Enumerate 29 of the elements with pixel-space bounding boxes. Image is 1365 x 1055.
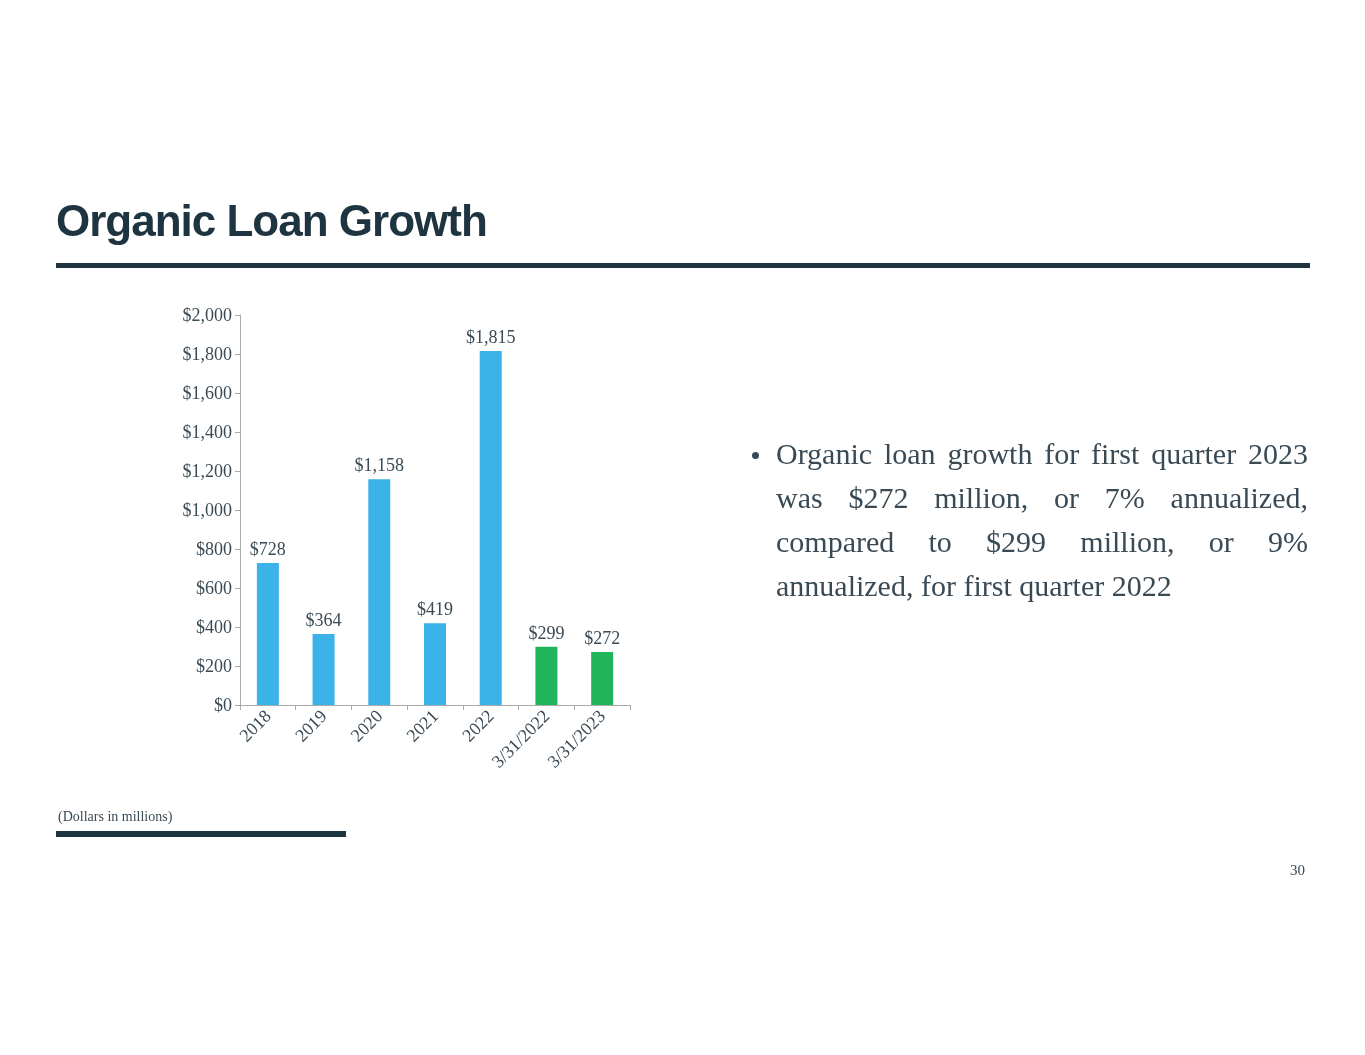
chart-title: Organic Loan Growth	[56, 196, 487, 246]
bar	[312, 634, 335, 705]
bar	[591, 651, 614, 705]
y-tick-label: $1,200	[182, 461, 232, 481]
data-label: $419	[417, 599, 453, 620]
data-label: $1,815	[465, 327, 516, 348]
bar	[368, 479, 391, 705]
y-tick-label: $200	[196, 656, 232, 676]
y-tick-label: $0	[214, 695, 232, 715]
bar	[535, 646, 558, 705]
y-tick-label: $2,000	[182, 305, 232, 325]
y-tick-label: $1,600	[182, 383, 232, 403]
text: Organic loan growth for first quarter 2023 was $272 million, or 7% annualized, compared to $299 million, or 9% annualized, for first quarter 2022	[776, 436, 1308, 604]
data-label: $1,158	[354, 455, 405, 476]
text: 30	[1290, 862, 1305, 879]
data-label: $272	[584, 627, 621, 648]
bar	[479, 351, 502, 705]
data-label: $728	[249, 539, 286, 560]
y-tick-label: $1,000	[182, 500, 232, 520]
bar	[424, 623, 446, 705]
y-tick-label: $1,800	[182, 344, 232, 364]
data-label: $299	[528, 622, 565, 643]
bar	[256, 563, 279, 705]
y-tick-label: $800	[196, 539, 232, 559]
y-tick-label: $400	[196, 617, 232, 637]
text: (Dollars in millions)	[58, 809, 173, 825]
data-label: $364	[305, 610, 342, 631]
y-tick-label: $1,400	[182, 422, 232, 442]
y-tick-label: $600	[196, 578, 232, 598]
